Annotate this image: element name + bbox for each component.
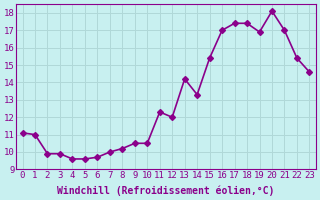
X-axis label: Windchill (Refroidissement éolien,°C): Windchill (Refroidissement éolien,°C) [57, 185, 275, 196]
